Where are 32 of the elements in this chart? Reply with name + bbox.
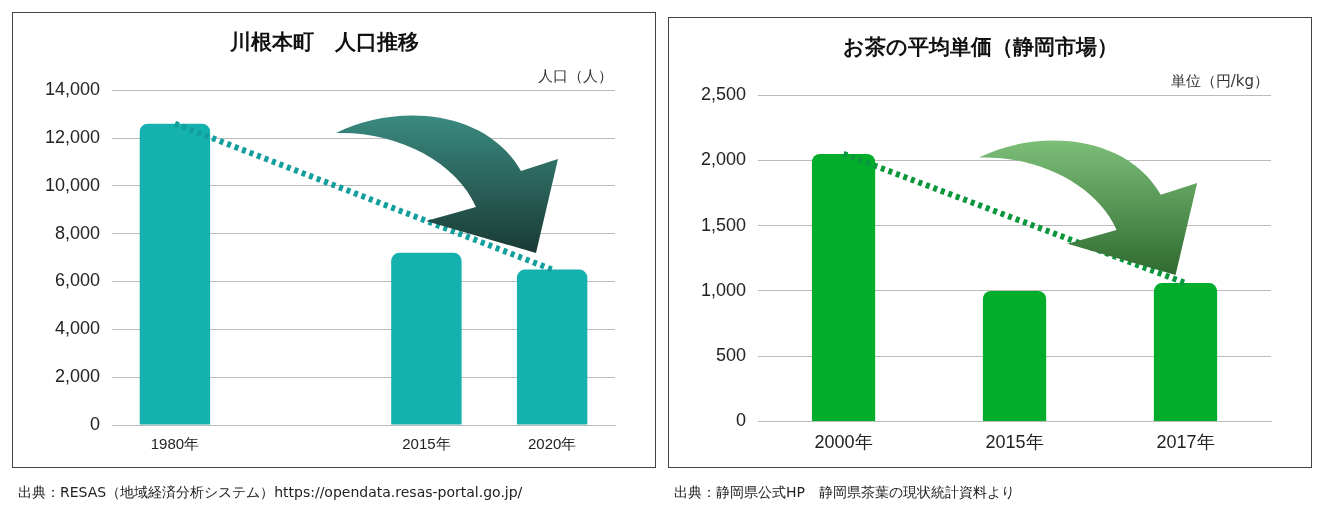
y-tick-label: 2,000: [701, 149, 747, 170]
x-tick-label: 2015年: [402, 435, 451, 453]
y-tick-label: 6,000: [55, 270, 101, 291]
bar: [1153, 283, 1218, 421]
source-note: 出典：静岡県公式HP 静岡県茶葉の現状統計資料より: [674, 484, 1015, 502]
x-tick-label: 2000年: [814, 432, 873, 453]
y-tick-label: 0: [736, 410, 747, 431]
y-axis-title: 単位（円/kg）: [1170, 71, 1269, 90]
y-tick-label: 14,000: [44, 79, 101, 100]
y-tick-label: 2,500: [701, 84, 747, 105]
y-tick-label: 4,000: [55, 318, 101, 339]
y-tick-label: 1,000: [701, 279, 747, 300]
y-tick-label: 2,000: [55, 366, 101, 387]
x-tick-label: 2020年: [527, 435, 577, 453]
source-note: 出典：RESAS（地域経済分析システム）https://opendata.resas-portal.go.jp/: [18, 484, 523, 502]
y-tick-label: 8,000: [55, 222, 101, 243]
y-axis-title: 人口（人）: [538, 66, 613, 85]
y-tick-label: 1,500: [701, 214, 747, 235]
y-tick-label: 500: [716, 345, 747, 366]
bar: [139, 123, 211, 425]
y-tick-label: 0: [90, 413, 101, 434]
bar: [982, 290, 1047, 421]
bar: [516, 269, 588, 425]
bar: [391, 252, 462, 425]
x-tick-label: 1980年: [150, 435, 200, 453]
bar: [811, 153, 876, 421]
y-tick-label: 10,000: [44, 174, 101, 195]
chart-title: お茶の平均単価（静岡市場）: [842, 35, 1118, 60]
x-tick-label: 2015年: [985, 432, 1044, 453]
x-tick-label: 2017年: [1156, 432, 1215, 453]
y-tick-label: 12,000: [44, 127, 101, 147]
chart-title: 川根本町 人口推移: [228, 30, 419, 55]
